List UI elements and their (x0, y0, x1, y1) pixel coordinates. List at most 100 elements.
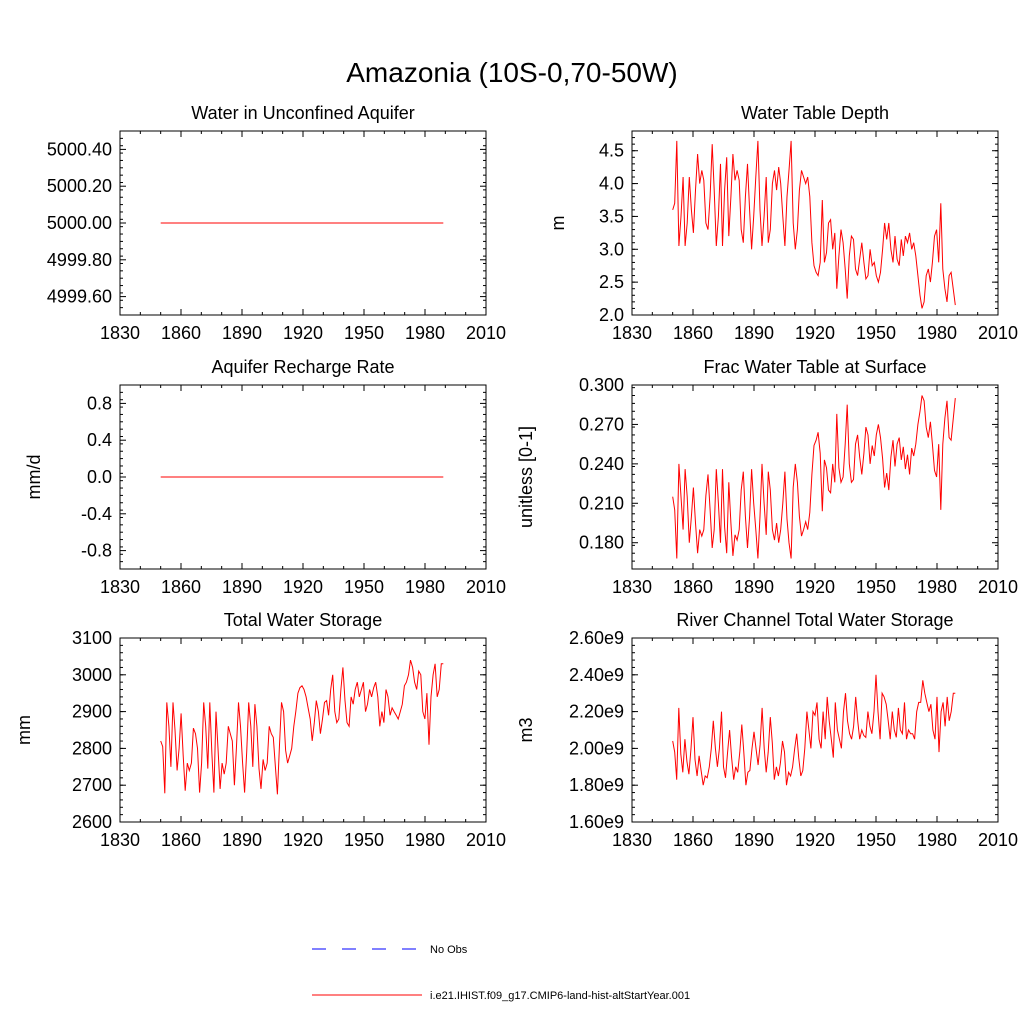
y-tick-label: 4999.80 (47, 250, 112, 270)
y-tick-label: 2.00e9 (569, 738, 624, 758)
y-tick-label: 2800 (72, 738, 112, 758)
y-tick-label: 0.240 (579, 454, 624, 474)
series-line (672, 674, 956, 786)
panel-4: Frac Water Table at Surface 1830 1860 1890 1… (516, 357, 1018, 597)
y-tick-label: -0.4 (81, 504, 112, 524)
panel-title: Aquifer Recharge Rate (211, 357, 394, 377)
y-tick-label: 2900 (72, 702, 112, 722)
y-tick-label: 0.270 (579, 414, 624, 434)
y-tick-label: 5000.20 (47, 176, 112, 196)
x-tick-label: 1890 (222, 577, 262, 597)
x-tick-label: 1980 (405, 577, 445, 597)
x-tick-label: 1950 (856, 830, 896, 850)
panel-6: River Channel Total Water Storage 1830 186… (516, 610, 1018, 850)
panel-title: Water Table Depth (741, 103, 889, 123)
x-tick-label: 1860 (673, 323, 713, 343)
y-tick-label: 2600 (72, 812, 112, 832)
panel-3: Aquifer Recharge Rate 1830 1860 1890 1920 195… (24, 357, 506, 597)
y-axis-label: mm (14, 715, 34, 745)
y-tick-label: 5000.00 (47, 213, 112, 233)
x-tick-label: 1920 (283, 323, 323, 343)
x-tick-label: 1890 (734, 577, 774, 597)
y-tick-label: 0.0 (87, 467, 112, 487)
x-tick-label: 1920 (283, 830, 323, 850)
y-tick-label: 1.80e9 (569, 775, 624, 795)
x-tick-label: 1890 (222, 830, 262, 850)
x-tick-label: 1920 (283, 577, 323, 597)
y-tick-label: 3.5 (599, 206, 624, 226)
x-tick-label: 1860 (161, 323, 201, 343)
x-tick-label: 1830 (612, 323, 652, 343)
x-tick-label: 1950 (344, 323, 384, 343)
y-tick-label: 0.210 (579, 493, 624, 513)
x-tick-label: 1830 (100, 830, 140, 850)
plot-frame (631, 384, 999, 570)
y-tick-label: 2.0 (599, 305, 624, 325)
panels-group: Water in Unconfined Aquifer 1830 1860 1890 1… (0, 103, 1018, 850)
x-tick-label: 1980 (917, 577, 957, 597)
x-tick-label: 1830 (612, 830, 652, 850)
x-tick-label: 1860 (161, 830, 201, 850)
y-tick-label: 2700 (72, 775, 112, 795)
y-tick-label: 0.4 (87, 430, 112, 450)
panel-2: Water Table Depth 1830 1860 1890 1920 1950 198… (548, 103, 1018, 343)
x-tick-label: 2010 (466, 323, 506, 343)
y-tick-label: 2.20e9 (569, 702, 624, 722)
x-tick-label: 1980 (917, 830, 957, 850)
y-axis-label: mm (0, 208, 4, 238)
figure-title: Amazonia (10S-0,70-50W) (346, 57, 677, 88)
panel-title: Frac Water Table at Surface (703, 357, 926, 377)
y-axis-label: unitless [0-1] (516, 426, 536, 528)
x-tick-label: 1830 (612, 577, 652, 597)
y-tick-label: 5000.40 (47, 139, 112, 159)
y-tick-label: 3100 (72, 628, 112, 648)
x-tick-label: 1830 (100, 577, 140, 597)
x-tick-label: 1950 (344, 577, 384, 597)
y-axis-label: mm/d (24, 455, 44, 500)
y-tick-label: -0.8 (81, 541, 112, 561)
panel-title: Total Water Storage (224, 610, 382, 630)
x-tick-label: 1950 (344, 830, 384, 850)
y-tick-label: 3000 (72, 665, 112, 685)
panel-1: Water in Unconfined Aquifer 1830 1860 1890 1… (0, 103, 506, 343)
panel-title: River Channel Total Water Storage (676, 610, 953, 630)
y-tick-label: 2.40e9 (569, 665, 624, 685)
y-tick-label: 2.5 (599, 272, 624, 292)
x-tick-label: 1920 (795, 323, 835, 343)
y-tick-label: 4.0 (599, 174, 624, 194)
y-tick-label: 0.300 (579, 375, 624, 395)
y-tick-label: 0.180 (579, 533, 624, 553)
series-line (672, 395, 956, 559)
x-tick-label: 1980 (405, 830, 445, 850)
y-tick-label: 4.5 (599, 141, 624, 161)
y-axis-label: m (548, 216, 568, 231)
y-axis-label: m3 (516, 717, 536, 742)
y-tick-label: 4999.60 (47, 287, 112, 307)
x-tick-label: 1860 (673, 830, 713, 850)
x-tick-label: 1890 (734, 323, 774, 343)
x-tick-label: 1950 (856, 323, 896, 343)
series-line (160, 659, 444, 795)
x-tick-label: 1860 (673, 577, 713, 597)
panel-title: Water in Unconfined Aquifer (191, 103, 414, 123)
x-tick-label: 1890 (734, 830, 774, 850)
x-tick-label: 1950 (856, 577, 896, 597)
legend-model-label: i.e21.IHIST.f09_g17.CMIP6-land-hist-altS… (430, 990, 690, 1002)
x-tick-label: 1830 (100, 323, 140, 343)
y-tick-label: 1.60e9 (569, 812, 624, 832)
legend-obs-label: No Obs (430, 944, 468, 956)
x-tick-label: 1920 (795, 830, 835, 850)
x-tick-label: 1980 (405, 323, 445, 343)
x-tick-label: 2010 (978, 323, 1018, 343)
series-line (672, 140, 956, 309)
y-tick-label: 3.0 (599, 239, 624, 259)
x-tick-label: 2010 (466, 830, 506, 850)
x-tick-label: 2010 (978, 577, 1018, 597)
legend: No Obs i.e21.IHIST.f09_g17.CMIP6-land-hi… (312, 944, 690, 1002)
x-tick-label: 1860 (161, 577, 201, 597)
x-tick-label: 2010 (466, 577, 506, 597)
x-tick-label: 2010 (978, 830, 1018, 850)
panel-5: Total Water Storage 1830 1860 1890 1920 1950 1… (14, 610, 506, 850)
x-tick-label: 1980 (917, 323, 957, 343)
